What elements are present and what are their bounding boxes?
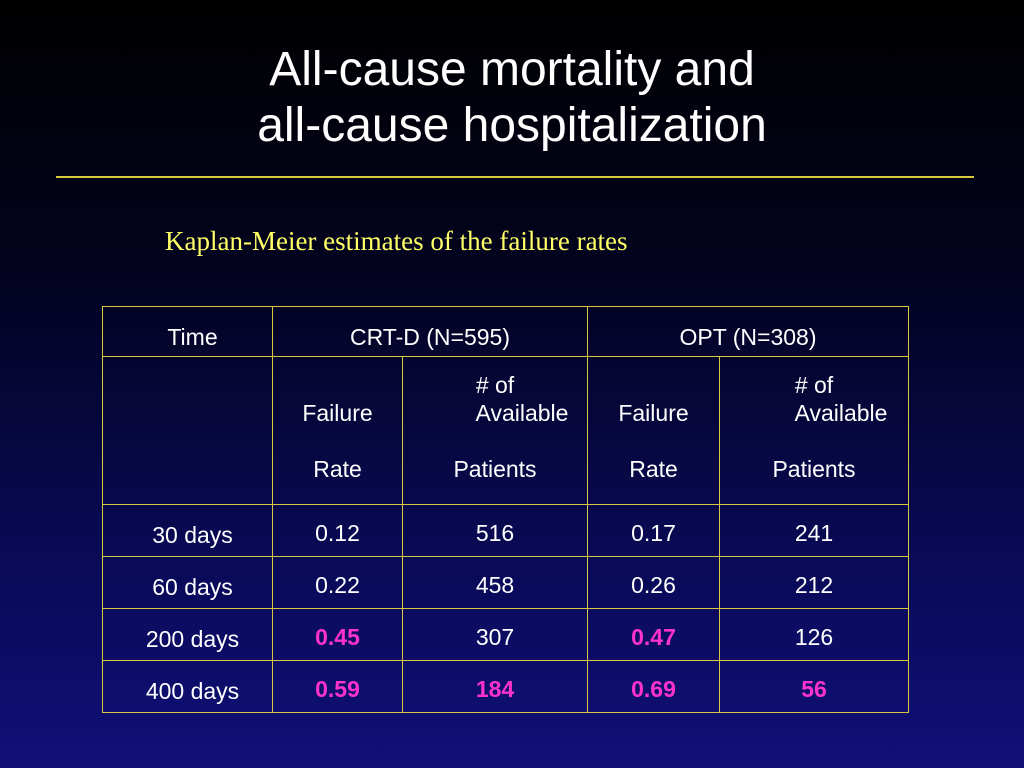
row-opt-available: 126 <box>719 608 909 661</box>
subheader-empty <box>102 356 273 505</box>
row-opt-rate: 0.69 <box>587 660 720 713</box>
row-crtd-available: 516 <box>402 504 588 557</box>
subheader-rate-label: Rate <box>629 456 678 482</box>
subheader-crtd-available: # of Available Patients <box>402 356 588 505</box>
row-crtd-available: 458 <box>402 556 588 609</box>
row-crtd-rate: 0.22 <box>272 556 403 609</box>
table-row: 200 days 0.45 307 0.47 126 <box>102 608 909 661</box>
subheader-opt-failure-rate: Failure Rate <box>587 356 720 505</box>
subheader-available-label: Available <box>475 400 569 426</box>
subheader-patients-label: Patients <box>772 456 856 482</box>
table-row: 60 days 0.22 458 0.26 212 <box>102 556 909 609</box>
row-crtd-rate: 0.45 <box>272 608 403 661</box>
table-subheader-row: Failure Rate # of Available Patients Fai… <box>102 356 909 505</box>
row-opt-rate: 0.47 <box>587 608 720 661</box>
table-header-row: Time CRT-D (N=595) OPT (N=308) <box>102 306 909 357</box>
slide-subtitle: Kaplan-Meier estimates of the failure ra… <box>165 226 628 256</box>
slide-title: All-cause mortality and all-cause hospit… <box>0 42 1024 154</box>
slide-title-line1: All-cause mortality and <box>269 43 755 96</box>
slide-title-line2: all-cause hospitalization <box>257 99 767 152</box>
title-divider <box>56 176 974 178</box>
subheader-failure-label: Failure <box>302 400 373 426</box>
table-row: 30 days 0.12 516 0.17 241 <box>102 504 909 557</box>
subheader-numof-label: # of <box>794 372 834 398</box>
row-time: 200 days <box>102 608 273 661</box>
table-row: 400 days 0.59 184 0.69 56 <box>102 660 909 713</box>
row-crtd-available: 184 <box>402 660 588 713</box>
header-crtd: CRT-D (N=595) <box>272 306 588 357</box>
subheader-crtd-failure-rate: Failure Rate <box>272 356 403 505</box>
row-opt-available: 212 <box>719 556 909 609</box>
row-crtd-rate: 0.12 <box>272 504 403 557</box>
row-opt-available: 56 <box>719 660 909 713</box>
row-time: 60 days <box>102 556 273 609</box>
row-time: 30 days <box>102 504 273 557</box>
row-crtd-rate: 0.59 <box>272 660 403 713</box>
subheader-patients-label: Patients <box>453 456 537 482</box>
header-time: Time <box>102 306 273 357</box>
header-opt: OPT (N=308) <box>587 306 909 357</box>
row-opt-rate: 0.17 <box>587 504 720 557</box>
row-opt-rate: 0.26 <box>587 556 720 609</box>
kaplan-meier-table: Time CRT-D (N=595) OPT (N=308) Failure R… <box>102 306 909 713</box>
subheader-rate-label: Rate <box>313 456 362 482</box>
subheader-opt-available: # of Available Patients <box>719 356 909 505</box>
row-time: 400 days <box>102 660 273 713</box>
subheader-numof-label: # of <box>475 372 515 398</box>
subheader-available-label: Available <box>794 400 888 426</box>
subheader-failure-label: Failure <box>618 400 689 426</box>
row-opt-available: 241 <box>719 504 909 557</box>
row-crtd-available: 307 <box>402 608 588 661</box>
